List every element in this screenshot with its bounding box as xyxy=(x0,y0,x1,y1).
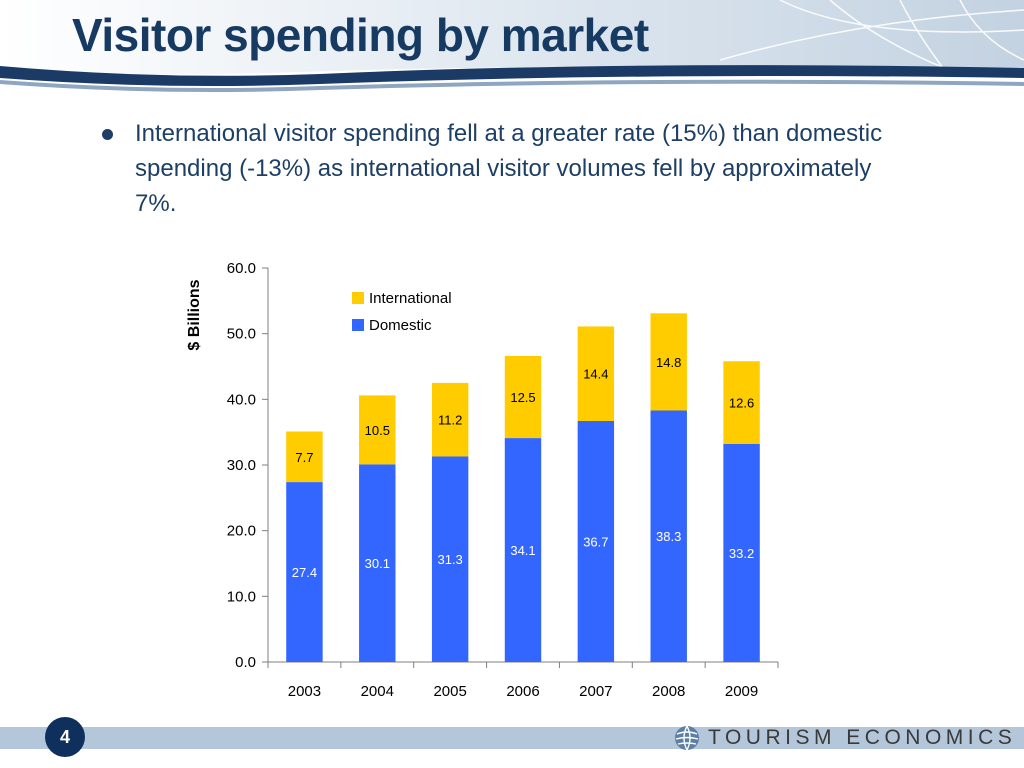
x-tick-label: 2005 xyxy=(433,683,466,700)
bar-international xyxy=(650,313,687,411)
stacked-bar-chart: $ Billions 0.0 10.0 20.0 30.0 40.0 50.0 60.0 2… xyxy=(186,260,779,700)
y-tick-label: 40.0 xyxy=(227,391,256,408)
bar-domestic xyxy=(650,410,687,662)
brand-text: TOURISM ECONOMICS xyxy=(708,726,1017,749)
x-tick-label: 2009 xyxy=(725,683,758,700)
x-tick-label: 2006 xyxy=(506,683,539,700)
bar-domestic-label: 30.1 xyxy=(365,556,390,571)
bar-international xyxy=(286,431,323,483)
bar-international-label: 12.5 xyxy=(510,390,535,405)
bar-domestic xyxy=(504,438,542,662)
bar-domestic xyxy=(577,421,615,662)
brand-logo: TOURISM ECONOMICS xyxy=(674,723,1016,753)
y-tick-label: 20.0 xyxy=(227,523,256,540)
y-tick-label: 10.0 xyxy=(227,588,256,605)
y-axis-label: $ Billions xyxy=(186,279,203,350)
bar-domestic xyxy=(723,443,760,662)
page-number-badge: 4 xyxy=(45,717,85,757)
x-tick-label: 2007 xyxy=(579,683,612,700)
bar-international xyxy=(431,382,469,457)
bar-domestic-label: 33.2 xyxy=(729,546,754,561)
bar-domestic-label: 31.3 xyxy=(437,552,462,567)
bar-international-label: 7.7 xyxy=(295,450,313,465)
header-graphic xyxy=(0,0,1024,92)
bar-domestic-label: 27.4 xyxy=(292,565,317,580)
legend-swatch xyxy=(352,292,364,304)
bars: 27.4 7.7 30.1 10.5 31.3 11.2 34.1 12.5 36.7 14.4 3… xyxy=(286,313,760,662)
globe-icon xyxy=(675,725,699,751)
legend-label: International xyxy=(369,290,452,307)
bar-domestic-label: 34.1 xyxy=(510,543,535,558)
bar-domestic xyxy=(431,456,469,662)
bar-domestic-label: 36.7 xyxy=(583,535,608,550)
bullet-point: International visitor spending fell at a… xyxy=(102,116,902,221)
x-tick-label: 2003 xyxy=(288,683,321,700)
bar-international xyxy=(504,355,542,439)
footer-band xyxy=(0,727,1024,749)
y-tick-label: 0.0 xyxy=(235,654,256,671)
legend-swatch xyxy=(352,319,364,331)
bar-international xyxy=(723,361,760,444)
y-axis: 0.0 10.0 20.0 30.0 40.0 50.0 60.0 xyxy=(227,260,269,671)
bar-domestic-label: 38.3 xyxy=(656,529,681,544)
y-tick-label: 50.0 xyxy=(227,326,256,343)
legend-label: Domestic xyxy=(369,317,432,334)
bar-domestic xyxy=(286,482,323,662)
bar-domestic xyxy=(359,464,396,662)
bullet-text: International visitor spending fell at a… xyxy=(135,120,883,217)
bar-international xyxy=(359,395,396,465)
slide-title: Visitor spending by market xyxy=(72,9,649,61)
bar-international-label: 10.5 xyxy=(365,423,390,438)
bar-international-label: 12.6 xyxy=(729,396,754,411)
x-tick-label: 2004 xyxy=(361,683,394,700)
y-tick-label: 30.0 xyxy=(227,457,256,474)
bar-international-label: 11.2 xyxy=(438,413,462,428)
bullet-dot-icon xyxy=(102,129,113,140)
x-tick-label: 2008 xyxy=(652,683,685,700)
bar-international-label: 14.4 xyxy=(583,367,608,382)
bar-international-label: 14.8 xyxy=(656,355,681,370)
y-tick-label: 60.0 xyxy=(227,260,256,277)
bar-international xyxy=(577,326,615,422)
legend: International Domestic xyxy=(352,290,452,334)
x-axis: 2003 2004 2005 2006 2007 2008 2009 xyxy=(267,661,779,700)
